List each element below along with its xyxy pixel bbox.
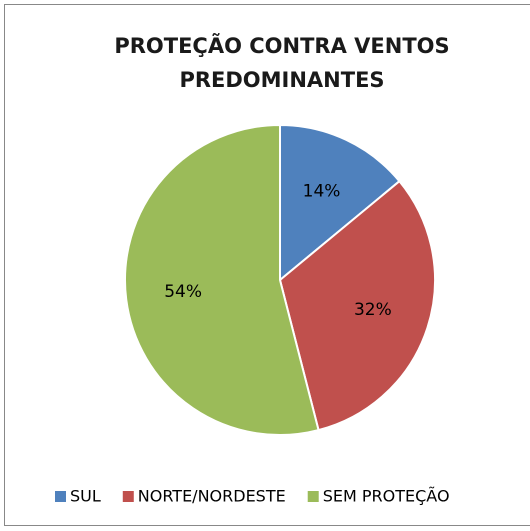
legend-swatch: [307, 491, 319, 502]
pie-slice: [124, 123, 320, 436]
legend-label: SEM PROTEÇÃO: [323, 487, 450, 506]
legend-label: NORTE/NORDESTE: [138, 487, 286, 506]
legend-swatch: [55, 491, 66, 502]
chart-title: PROTEÇÃO CONTRA VENTOS: [114, 33, 449, 58]
data-label: 14%: [303, 182, 341, 202]
chart-title: PREDOMINANTES: [179, 68, 384, 92]
data-label: 54%: [164, 282, 202, 302]
legend-label: SUL: [70, 487, 101, 506]
pie-slice: [279, 123, 401, 283]
legend-swatch: [122, 491, 134, 502]
pie-slice: [278, 179, 436, 432]
data-label: 32%: [354, 300, 392, 320]
